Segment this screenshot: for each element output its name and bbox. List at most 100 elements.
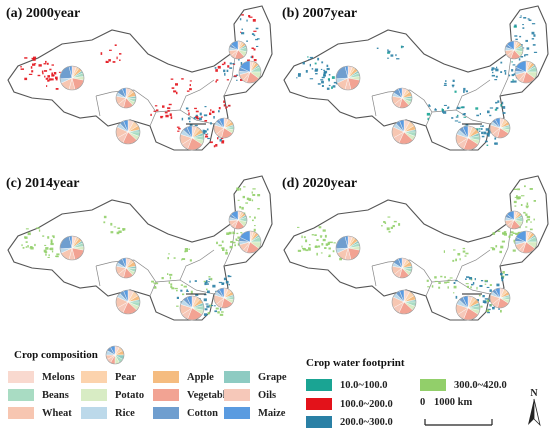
crop-pie-chart-4 [115, 119, 141, 145]
legend-label: 200.0~300.0 [340, 416, 393, 428]
legend-swatch [306, 416, 332, 428]
crop-pie-chart-6 [179, 125, 205, 151]
crop-pie-chart-4 [115, 289, 141, 315]
crop-pie-chart-5 [213, 287, 235, 309]
crop-pie-chart-2 [115, 87, 137, 109]
crop-pie-chart-4 [391, 119, 417, 145]
province-boundary [95, 95, 101, 117]
province-boundary [371, 89, 433, 127]
crop-legend-item-wheat: Wheat [8, 406, 72, 420]
panel-title-1: (a) 2000year [6, 6, 81, 21]
map-panels [7, 5, 549, 321]
legend-label: Beans [42, 389, 69, 401]
region-boundary [283, 5, 549, 151]
province-boundary [195, 289, 215, 295]
legend-label: Cotton [187, 407, 218, 419]
crop-pie-chart-6 [455, 295, 481, 321]
legend-label: Pear [115, 371, 136, 383]
crop-composition-title: Crop composition [14, 349, 98, 361]
legend-label: Maize [258, 407, 286, 419]
crop-legend-item-cotton: Cotton [153, 406, 218, 420]
crop-pie-chart-4 [391, 289, 417, 315]
province-boundary [223, 49, 237, 97]
crop-legend-item-melons: Melons [8, 370, 75, 384]
province-boundary [499, 219, 513, 267]
crop-pie-chart-3 [514, 60, 538, 84]
crop-pie-chart-1 [335, 65, 361, 91]
crop-pie-chart-1 [59, 235, 85, 261]
province-boundary [95, 89, 157, 127]
legend-swatch [420, 379, 446, 391]
legend-swatch [81, 389, 107, 401]
legend-label: 100.0~200.0 [340, 398, 393, 410]
legend-label: Grape [258, 371, 287, 383]
province-boundary [471, 119, 491, 125]
legend-label: Rice [115, 407, 135, 419]
scale-start-label: 0 [420, 397, 426, 408]
footprint-legend-item-1: 10.0~100.0 [306, 378, 387, 392]
province-boundary [95, 265, 101, 287]
crop-pie-chart-6 [455, 125, 481, 151]
legend-swatch [306, 398, 332, 410]
crop-pie-chart-5 [213, 117, 235, 139]
legend-swatch [81, 371, 107, 383]
province-boundary [179, 249, 215, 281]
crop-pie-chart-5 [489, 287, 511, 309]
footprint-legend-item-2: 100.0~200.0 [306, 397, 393, 411]
map-panel-3 [7, 175, 273, 321]
north-arrow-icon: N [528, 388, 541, 427]
crop-legend-item-apple: Apple [153, 370, 214, 384]
crop-pie-chart-1 [335, 235, 361, 261]
footprint-legend-item-4: 300.0~420.0 [420, 378, 507, 392]
legend-swatch [8, 407, 34, 419]
legend-swatch [306, 379, 332, 391]
panel-title-2: (b) 2007year [282, 6, 358, 21]
legend-label: Wheat [42, 407, 72, 419]
legend-label: Melons [42, 371, 75, 383]
crop-legend-item-vegetables: Vegetables [153, 388, 234, 402]
crop-pie-chart-2 [391, 257, 413, 279]
crop-pie-chart-3 [238, 230, 262, 254]
province-boundary [471, 289, 491, 295]
crop-pie-chart-7 [228, 210, 248, 230]
legend-label: Apple [187, 371, 214, 383]
crop-legend-item-beans: Beans [8, 388, 69, 402]
province-boundary [371, 95, 377, 117]
crop-pie-chart-7 [504, 210, 524, 230]
legend-swatch [8, 371, 34, 383]
crop-water-footprint-title: Crop water footprint [306, 357, 405, 369]
province-boundary [499, 49, 513, 97]
legend-swatch [224, 371, 250, 383]
crop-composition-pie-icon [105, 345, 125, 365]
crop-pie-chart-3 [514, 230, 538, 254]
legend-label: 300.0~420.0 [454, 379, 507, 391]
crop-pie-chart-2 [391, 87, 413, 109]
legend-swatch [153, 389, 179, 401]
legend-swatch [224, 407, 250, 419]
crop-pie-chart-3 [238, 60, 262, 84]
legend-label: Oils [258, 389, 277, 401]
footprint-legend-item-3: 200.0~300.0 [306, 415, 393, 429]
crop-legend-item-potato: Potato [81, 388, 144, 402]
legend-swatch [224, 389, 250, 401]
crop-legend-item-rice: Rice [81, 406, 135, 420]
legend-pie [105, 345, 125, 365]
north-label: N [530, 388, 538, 399]
panel-title-3: (c) 2014year [6, 176, 80, 191]
map-panel-1 [7, 5, 273, 151]
map-panel-2 [283, 5, 549, 151]
crop-legend-item-pear: Pear [81, 370, 136, 384]
province-boundary [179, 79, 215, 111]
province-boundary [455, 249, 491, 281]
crop-pie-chart-6 [179, 295, 205, 321]
scale-end-label: 1000 km [434, 397, 473, 408]
province-boundary [371, 265, 377, 287]
province-boundary [371, 259, 433, 297]
crop-pie-chart-7 [504, 40, 524, 60]
legend-area: Crop composition Melons Pear Apple Grape Bea… [0, 345, 550, 431]
province-boundary [95, 259, 157, 297]
legend-swatch [153, 407, 179, 419]
crop-legend-item-grape: Grape [224, 370, 287, 384]
map-panel-4 [283, 175, 549, 321]
legend-swatch [153, 371, 179, 383]
